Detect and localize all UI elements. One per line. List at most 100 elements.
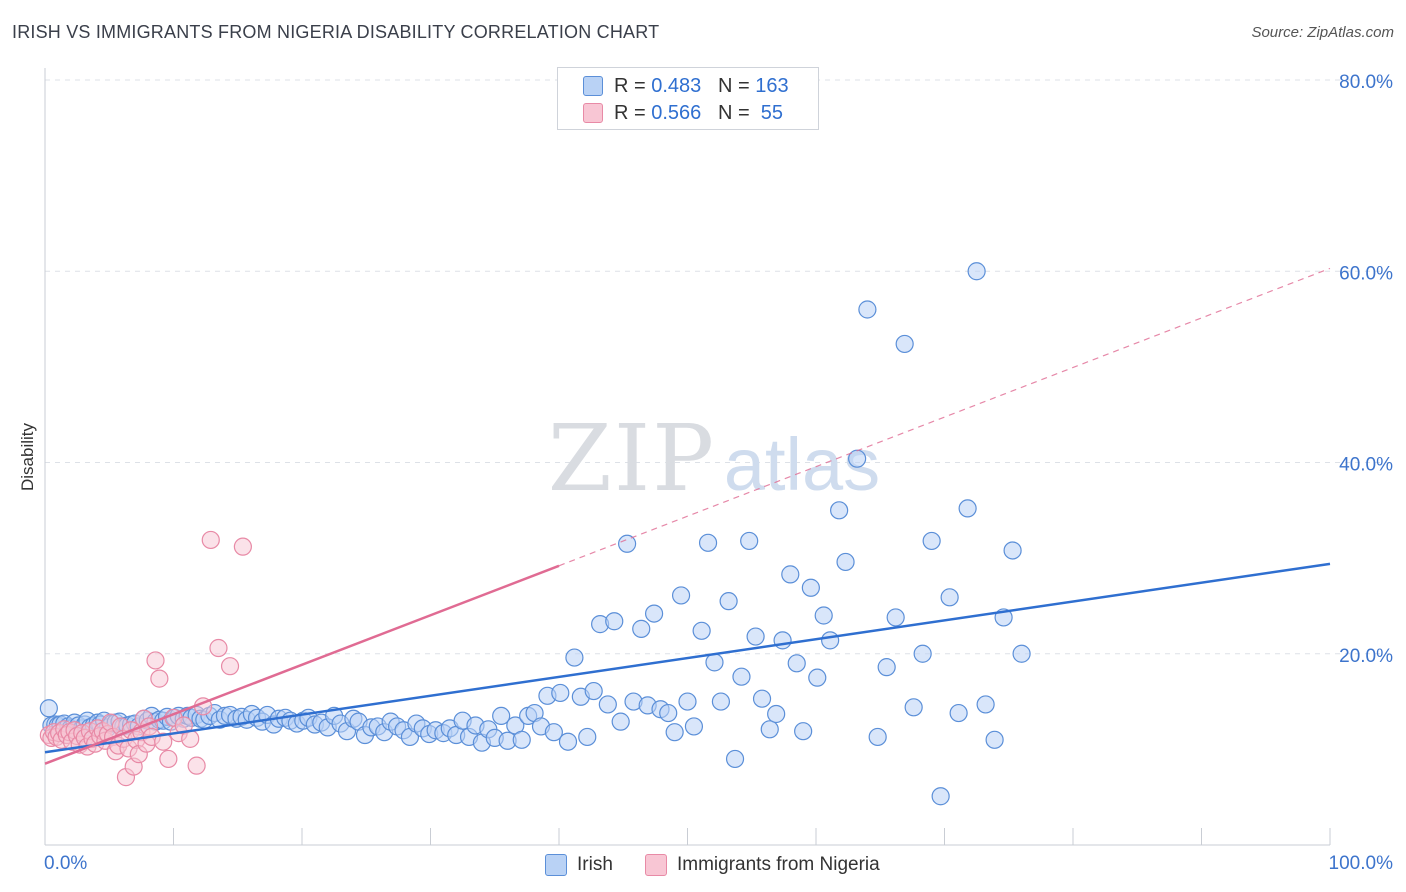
irish-point — [678, 692, 697, 711]
irish-point — [931, 787, 950, 806]
series-legend-swatch-nigeria — [645, 854, 667, 876]
irish-point — [985, 730, 1004, 749]
x-tick-label: 0.0% — [44, 853, 87, 874]
irish-point — [705, 653, 724, 672]
irish-point — [746, 627, 765, 646]
irish-point — [868, 727, 887, 747]
nigeria-point — [146, 651, 165, 670]
nigeria-trend-line — [44, 564, 560, 765]
watermark-zip: ZIP — [548, 405, 716, 512]
series-legend-label-irish: Irish — [577, 854, 613, 875]
legend-r-label: R = — [614, 101, 652, 124]
irish-point — [821, 631, 840, 650]
irish-point — [551, 683, 570, 703]
irish-point — [895, 334, 914, 354]
irish-point — [949, 703, 968, 723]
irish-point — [830, 501, 849, 520]
irish-point — [618, 534, 637, 553]
irish-point — [814, 606, 833, 625]
legend-swatch-nigeria — [583, 103, 603, 123]
irish-point — [904, 698, 923, 717]
irish-point — [578, 727, 597, 747]
irish-point — [781, 565, 800, 584]
legend-n-value: 163 — [755, 74, 789, 97]
irish-point — [773, 631, 792, 650]
source-note: Source: ZipAtlas.com — [1251, 24, 1394, 41]
irish-point — [877, 658, 896, 677]
irish-trend-line — [44, 562, 1331, 754]
irish-point — [740, 531, 759, 551]
series-legend-label-nigeria: Immigrants from Nigeria — [677, 854, 880, 875]
tick-labels: 20.0% 40.0% 60.0% 80.0% 0.0% 100.0% Disability — [18, 72, 1393, 874]
irish-point — [711, 692, 731, 711]
series-legend: Irish Immigrants from Nigeria — [0, 852, 1406, 878]
series-legend-irish: Irish — [545, 852, 613, 878]
nigeria-trend-extension — [558, 267, 1331, 567]
irish-point — [611, 712, 630, 731]
y-tick-label: 20.0% — [1339, 646, 1393, 667]
irish-point — [665, 723, 684, 742]
legend-n-label: N = — [717, 101, 756, 124]
irish-point — [725, 749, 745, 769]
y-tick-label: 60.0% — [1339, 263, 1393, 284]
irish-point — [808, 668, 827, 687]
irish-point — [544, 723, 563, 742]
irish-point — [692, 621, 711, 640]
legend-r-value: 0.483 — [651, 74, 702, 97]
irish-point — [512, 730, 531, 749]
legend-text-nigeria: R = 0.566 N = 55 — [614, 102, 783, 125]
legend-r-label: R = — [614, 74, 652, 97]
irish-point — [858, 300, 877, 319]
irish-point — [719, 592, 738, 611]
nigeria-point — [233, 537, 252, 556]
nigeria-point — [150, 669, 169, 688]
irish-point — [632, 619, 651, 638]
irish-point — [671, 586, 691, 605]
nigeria-point — [159, 749, 178, 769]
irish-point — [605, 612, 624, 631]
irish-point — [922, 531, 941, 551]
irish-point — [1003, 541, 1022, 560]
legend-n-label: N = — [717, 74, 756, 97]
irish-point — [644, 604, 664, 623]
irish-point — [698, 533, 718, 552]
irish-point — [1012, 644, 1031, 663]
irish-point — [836, 552, 855, 572]
irish-point — [794, 722, 813, 741]
irish-point — [976, 695, 995, 714]
irish-point — [598, 695, 617, 714]
irish-point — [913, 644, 932, 663]
irish-point — [565, 648, 584, 667]
legend-swatch-irish — [583, 76, 603, 96]
irish-point — [760, 720, 779, 739]
irish-point — [767, 704, 786, 724]
irish-point — [732, 667, 751, 686]
irish-point — [684, 717, 704, 736]
irish-point — [492, 706, 511, 726]
series-legend-swatch-irish — [545, 854, 567, 876]
grid-lines — [45, 79, 1395, 655]
y-axis-label: Disability — [18, 422, 37, 491]
x-tick-label: 100.0% — [1329, 853, 1394, 874]
irish-point — [558, 732, 578, 751]
y-tick-label: 80.0% — [1339, 72, 1393, 93]
watermark: ZIP atlas — [548, 405, 880, 512]
correlation-legend: R = 0.483 N = 163 R = 0.566 N = 55 — [557, 67, 819, 130]
nigeria-point — [220, 657, 240, 676]
irish-point — [752, 689, 772, 708]
irish-point — [940, 588, 959, 607]
trend-lines — [44, 267, 1331, 765]
irish-point — [584, 681, 603, 701]
legend-n-value: 55 — [755, 101, 784, 124]
chart-title: IRISH VS IMMIGRANTS FROM NIGERIA DISABIL… — [12, 22, 660, 42]
irish-point — [886, 608, 905, 627]
nigeria-point — [187, 756, 206, 775]
legend-text-irish: R = 0.483 N = 163 — [614, 75, 789, 98]
nigeria-point — [201, 530, 220, 550]
irish-point — [958, 499, 977, 518]
irish-point — [787, 654, 806, 673]
nigeria-point — [209, 638, 228, 658]
y-tick-label: 40.0% — [1339, 455, 1393, 476]
irish-point — [967, 262, 986, 281]
